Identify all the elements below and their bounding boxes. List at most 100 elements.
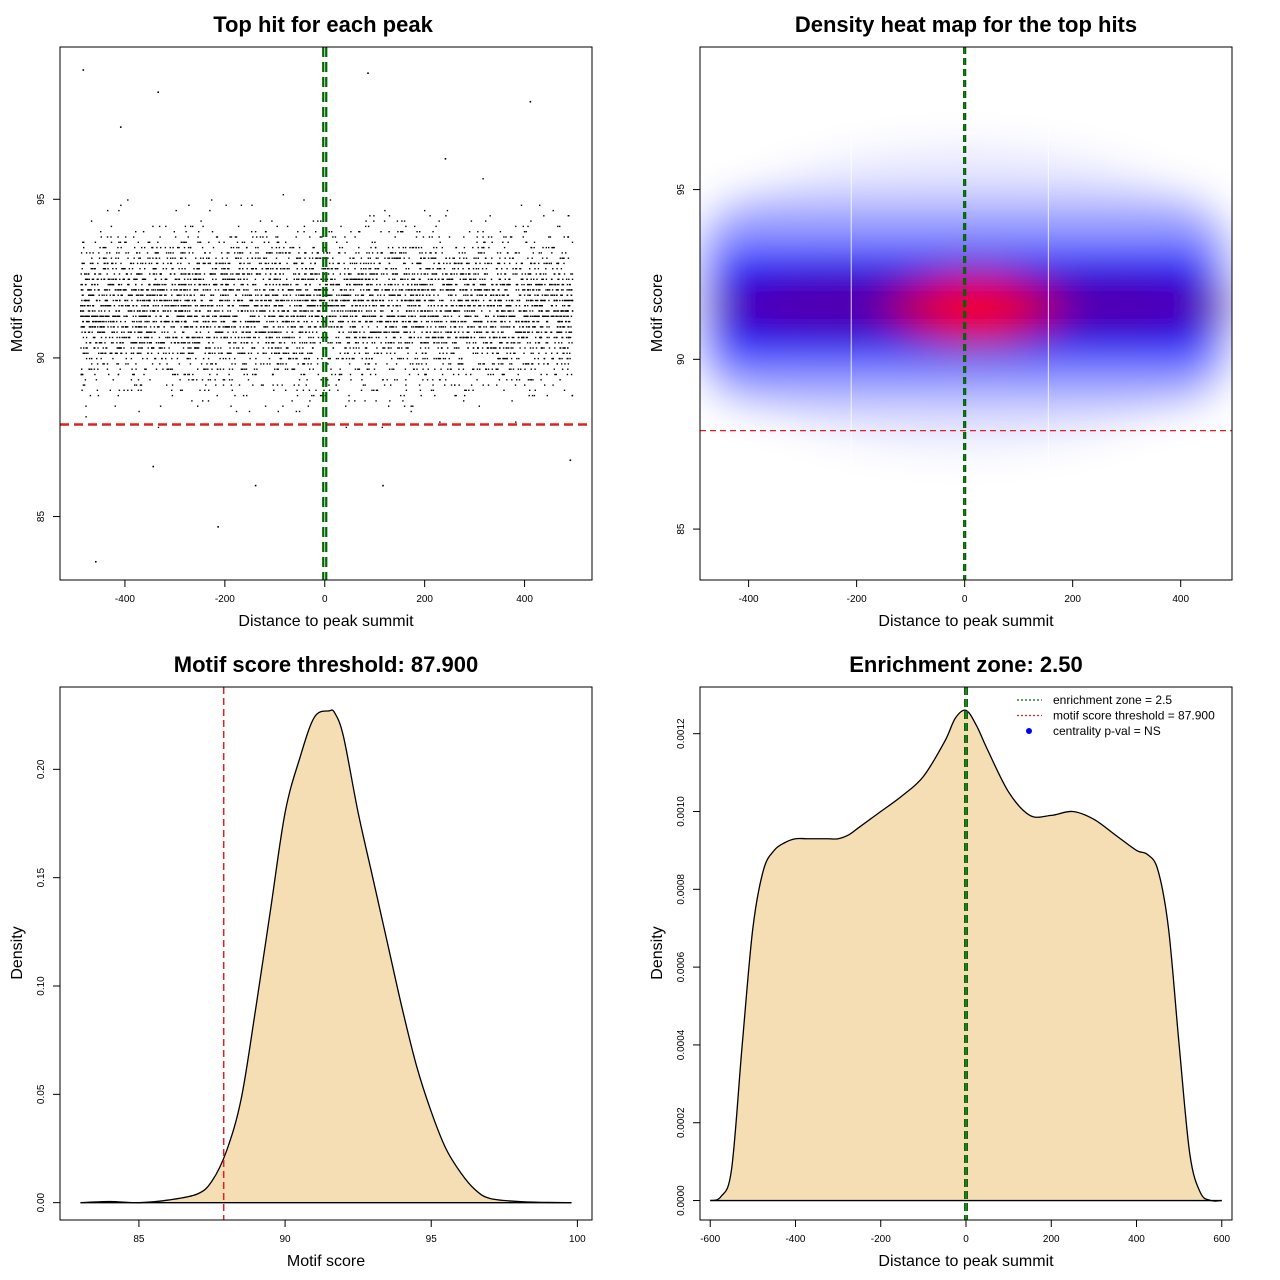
- scatter-point: [458, 368, 460, 370]
- scatter-point: [312, 336, 315, 339]
- scatter-point: [199, 336, 201, 339]
- scatter-point: [430, 257, 432, 259]
- scatter-point: [354, 368, 357, 370]
- scatter-point: [307, 310, 309, 312]
- scatter-point: [465, 299, 467, 302]
- scatter-point: [86, 315, 88, 317]
- scatter-point: [522, 225, 524, 228]
- scatter-point: [207, 336, 210, 339]
- scatter-point: [186, 310, 189, 312]
- scatter-point: [285, 347, 288, 349]
- scatter-point: [246, 336, 248, 339]
- scatter-point: [339, 289, 342, 291]
- scatter-point: [308, 315, 311, 317]
- scatter-point: [282, 268, 284, 270]
- scatter-point: [495, 268, 498, 270]
- scatter-point: [511, 400, 513, 402]
- scatter-point: [424, 347, 427, 349]
- scatter-point: [328, 294, 330, 296]
- scatter-point: [110, 342, 113, 344]
- scatter-point: [272, 268, 274, 270]
- scatter-point: [318, 294, 320, 296]
- scatter-point: [100, 357, 102, 360]
- scatter-point: [540, 305, 543, 307]
- scatter-point: [102, 315, 105, 317]
- scatter-point: [458, 315, 460, 317]
- scatter-point: [81, 326, 83, 328]
- scatter-point: [120, 342, 122, 344]
- scatter-point: [353, 326, 355, 328]
- scatter-point: [319, 326, 321, 328]
- scatter-point: [235, 257, 237, 259]
- scatter-point: [346, 241, 348, 243]
- scatter-point: [97, 394, 100, 397]
- scatter-point: [544, 283, 546, 286]
- scatter-point: [551, 352, 553, 354]
- scatter-point: [101, 352, 103, 354]
- scatter-point: [426, 268, 429, 270]
- scatter-point: [195, 347, 197, 349]
- scatter-point: [139, 273, 141, 275]
- scatter-point: [517, 368, 520, 370]
- scatter-point: [180, 252, 182, 254]
- scatter-point: [367, 262, 370, 265]
- scatter-point: [262, 347, 265, 349]
- scatter-point: [188, 283, 190, 286]
- scatter-point: [504, 278, 506, 280]
- scatter-point: [554, 373, 556, 376]
- scatter-point: [345, 357, 348, 360]
- scatter-point: [296, 268, 298, 270]
- scatter-point: [141, 299, 144, 302]
- scatter-point: [209, 289, 211, 291]
- scatter-point: [509, 283, 511, 286]
- scatter-point: [278, 262, 281, 265]
- scatter-point: [492, 336, 495, 339]
- scatter-point: [140, 262, 142, 265]
- scatter-point: [219, 326, 221, 328]
- scatter-point: [418, 262, 420, 265]
- scatter-point: [511, 315, 514, 317]
- scatter-point: [477, 273, 479, 275]
- scatter-point: [155, 342, 158, 344]
- scatter-point: [189, 289, 191, 291]
- scatter-point: [311, 268, 313, 270]
- scatter-point: [478, 294, 481, 296]
- scatter-point: [553, 310, 555, 312]
- scatter-point: [429, 294, 431, 296]
- scatter-point: [310, 352, 313, 354]
- scatter-point: [481, 310, 483, 312]
- scatter-point: [483, 273, 486, 275]
- scatter-point: [515, 252, 518, 254]
- scatter-point: [402, 278, 404, 280]
- scatter-point: [501, 268, 503, 270]
- scatter-point: [333, 326, 335, 328]
- scatter-point: [133, 257, 135, 259]
- scatter-point: [448, 283, 450, 286]
- scatter-point: [465, 257, 468, 259]
- scatter-point: [215, 278, 217, 280]
- scatter-point: [431, 273, 433, 275]
- scatter-point: [509, 352, 512, 354]
- scatter-point: [405, 252, 407, 254]
- scatter-point: [532, 379, 534, 381]
- scatter-point: [158, 225, 161, 228]
- scatter-point: [154, 357, 157, 360]
- scatter-point: [260, 310, 263, 312]
- scatter-point: [80, 283, 82, 286]
- scatter-point: [326, 278, 329, 280]
- scatter-point: [443, 342, 445, 344]
- scatter-point: [160, 320, 163, 323]
- scatter-point: [122, 268, 124, 270]
- scatter-point: [558, 315, 560, 317]
- scatter-point: [240, 252, 242, 254]
- scatter-point: [372, 294, 374, 296]
- scatter-point: [314, 342, 316, 344]
- scatter-point: [89, 289, 91, 291]
- scatter-point: [163, 342, 165, 344]
- scatter-point: [347, 320, 349, 323]
- scatter-point: [274, 331, 276, 333]
- scatter-point: [401, 320, 404, 323]
- scatter-point: [375, 389, 378, 391]
- scatter-point: [480, 336, 483, 339]
- scatter-point: [388, 299, 390, 302]
